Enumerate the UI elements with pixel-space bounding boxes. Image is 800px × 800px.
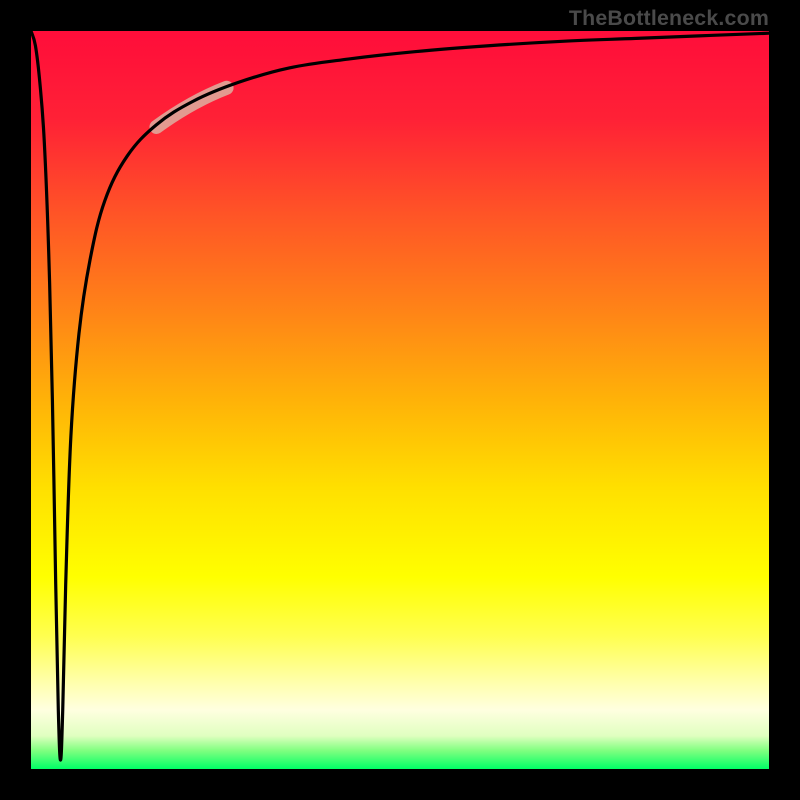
chart-svg — [31, 31, 769, 769]
plot-area — [31, 31, 769, 769]
gradient-background — [31, 31, 769, 769]
attribution-text: TheBottleneck.com — [569, 6, 769, 30]
attribution-watermark: TheBottleneck.com — [569, 6, 769, 31]
chart-canvas: TheBottleneck.com — [0, 0, 800, 800]
